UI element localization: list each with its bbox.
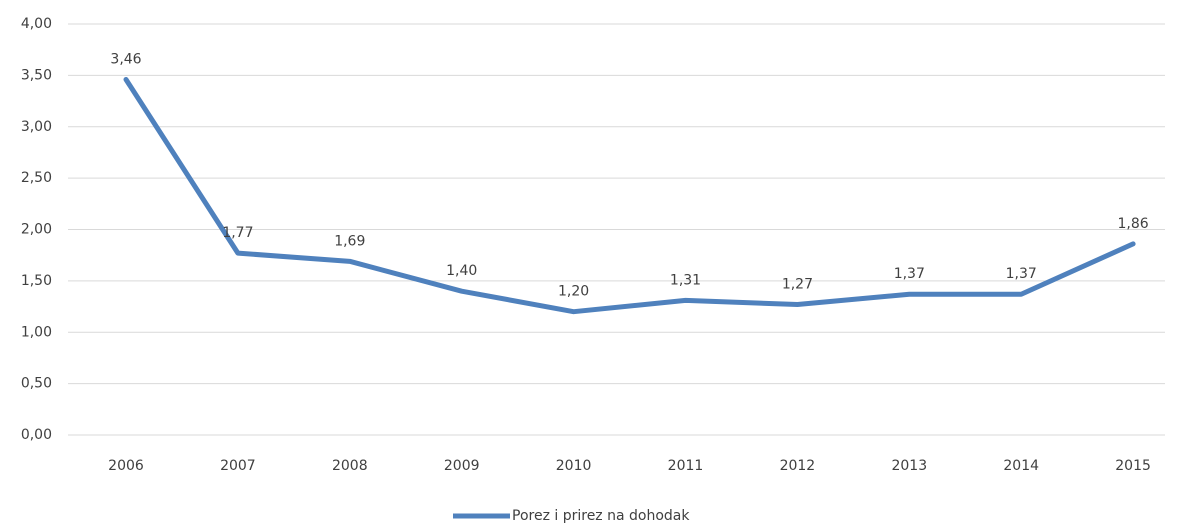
data-line: [123, 76, 1136, 315]
data-label: 1,77: [222, 225, 253, 241]
data-label: 1,27: [782, 277, 813, 293]
data-label: 1,37: [1006, 266, 1037, 282]
data-label: 1,69: [334, 233, 365, 249]
data-label: 1,40: [446, 263, 477, 279]
y-tick-label: 3,00: [21, 119, 52, 135]
data-label: 3,46: [110, 51, 141, 67]
x-tick-label: 2015: [1115, 458, 1151, 474]
x-tick-label: 2010: [556, 458, 592, 474]
data-label: 1,31: [670, 272, 701, 288]
y-tick-label: 3,50: [21, 67, 52, 83]
y-tick-label: 2,50: [21, 170, 52, 186]
y-tick-label: 4,00: [21, 16, 52, 32]
x-tick-label: 2014: [1003, 458, 1039, 474]
x-tick-label: 2007: [220, 458, 256, 474]
x-tick-label: 2009: [444, 458, 480, 474]
y-tick-label: 1,50: [21, 273, 52, 289]
x-tick-label: 2012: [780, 458, 816, 474]
x-tick-label: 2011: [668, 458, 704, 474]
data-label: 1,20: [558, 284, 589, 300]
y-tick-label: 1,00: [21, 324, 52, 340]
x-tick-label: 2008: [332, 458, 368, 474]
x-tick-label: 2013: [891, 458, 927, 474]
y-tick-label: 0,50: [21, 376, 52, 392]
y-tick-label: 2,00: [21, 222, 52, 238]
y-tick-label: 0,00: [21, 427, 52, 443]
data-label: 1,37: [894, 266, 925, 282]
x-tick-label: 2006: [108, 458, 144, 474]
legend-label: Porez i prirez na dohodak: [512, 508, 690, 524]
data-label: 1,86: [1118, 216, 1149, 232]
